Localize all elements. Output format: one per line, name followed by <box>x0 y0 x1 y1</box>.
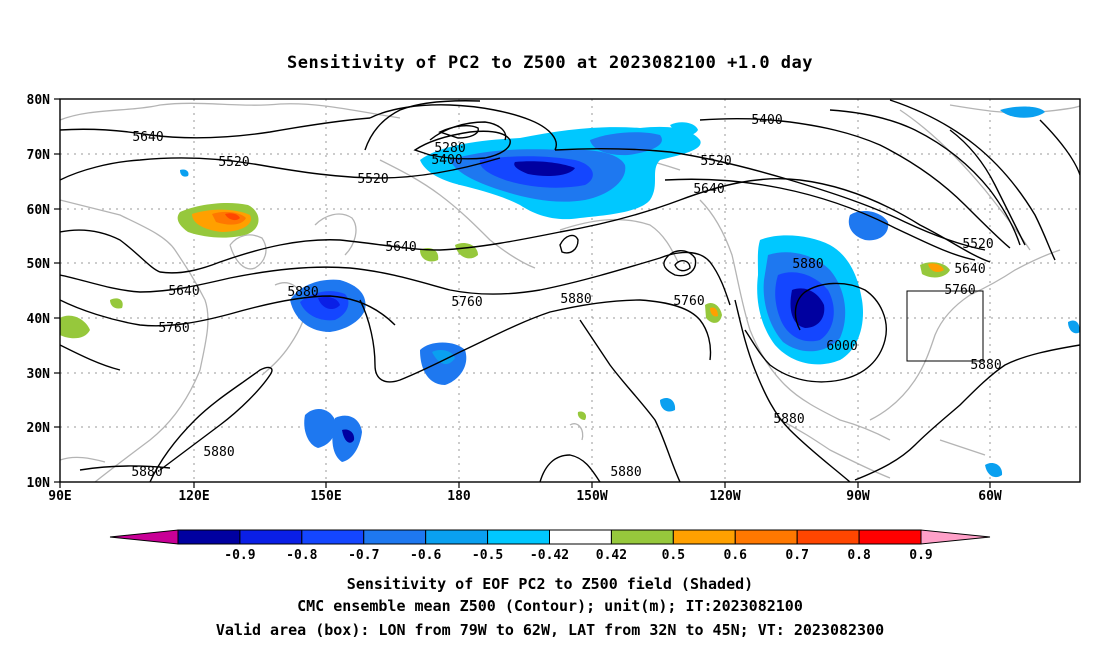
contour-label: 5760 <box>944 283 975 298</box>
colorbar-swatch <box>796 529 860 545</box>
lat-tick: 30N <box>27 367 51 382</box>
lat-tick: 50N <box>27 257 51 272</box>
figure-title: Sensitivity of PC2 to Z500 at 2023082100… <box>287 53 813 73</box>
contour-label: 5880 <box>203 445 234 460</box>
contour-label: 5400 <box>751 113 782 128</box>
colorbar-label: -0.8 <box>286 548 317 563</box>
lat-tick: 80N <box>27 93 51 108</box>
colorbar-label: -0.5 <box>472 548 503 563</box>
lon-tick: 60W <box>978 489 1002 504</box>
colorbar-swatch <box>363 529 427 545</box>
colorbar: -0.9 -0.8 -0.7 -0.6 -0.5 -0.42 0.42 0.5 0.6 0.7 0.… <box>109 529 991 563</box>
colorbar-label: -0.9 <box>224 548 255 563</box>
colorbar-label: -0.6 <box>410 548 441 563</box>
map-frame <box>59 98 1081 483</box>
contour-label: 5880 <box>287 285 318 300</box>
colorbar-low-triangle <box>109 529 179 545</box>
colorbar-swatch <box>610 529 674 545</box>
contour-label: 5520 <box>357 172 388 187</box>
lat-tick-labels: 80N 70N 60N 50N 40N 30N 20N 10N <box>27 93 51 491</box>
lat-tick: 20N <box>27 421 51 436</box>
contour-labels: 5640552055205280540054005520564056405640… <box>131 113 1001 480</box>
lat-tick: 70N <box>27 148 51 163</box>
colorbar-label: 0.5 <box>662 548 685 563</box>
lon-tick: 120E <box>178 489 209 504</box>
colorbar-swatch <box>239 529 303 545</box>
contour-label: 5520 <box>218 155 249 170</box>
contour-label: 5880 <box>131 465 162 480</box>
contour-label: 5400 <box>431 153 462 168</box>
contour-label: 5640 <box>132 130 163 145</box>
contour-label: 5280 <box>434 141 465 156</box>
contour-label: 5640 <box>385 240 416 255</box>
lat-tick: 40N <box>27 312 51 327</box>
contour-label: 5880 <box>792 257 823 272</box>
lon-tick: 120W <box>709 489 740 504</box>
contour-label: 5640 <box>168 284 199 299</box>
lon-tick: 150E <box>310 489 341 504</box>
lat-tick: 10N <box>27 476 51 491</box>
contour-label: 5640 <box>693 182 724 197</box>
colorbar-swatch <box>549 529 612 545</box>
colorbar-high-triangle <box>920 529 991 545</box>
colorbar-swatch <box>487 529 551 545</box>
colorbar-swatch <box>177 529 241 545</box>
contour-label: 6000 <box>826 339 857 354</box>
colorbar-label: 0.42 <box>596 548 627 563</box>
contour-label: 5640 <box>954 262 985 277</box>
colorbar-label: 0.9 <box>909 548 932 563</box>
lon-tick: 150W <box>576 489 607 504</box>
colorbar-swatch <box>301 529 365 545</box>
colorbar-swatch <box>858 529 922 545</box>
contour-label: 5520 <box>700 154 731 169</box>
contour-label: 5880 <box>773 412 804 427</box>
colorbar-label: 0.7 <box>785 548 808 563</box>
contour-label: 5760 <box>673 294 704 309</box>
colorbar-label: 0.6 <box>724 548 748 563</box>
sensitivity-shading <box>60 106 1080 478</box>
caption-line: Sensitivity of EOF PC2 to Z500 field (Sh… <box>347 575 753 593</box>
colorbar-swatch <box>425 529 489 545</box>
contour-label: 5880 <box>560 292 591 307</box>
contour-label: 5880 <box>610 465 641 480</box>
caption-line: CMC ensemble mean Z500 (Contour); unit(m… <box>297 597 803 615</box>
map-area: 5640552055205280540054005520564056405640… <box>60 99 1080 482</box>
colorbar-label: -0.7 <box>348 548 379 563</box>
colorbar-swatch <box>672 529 736 545</box>
z500-contours <box>60 99 1080 482</box>
contour-label: 5760 <box>158 321 189 336</box>
contour-label: 5760 <box>451 295 482 310</box>
lon-tick: 90E <box>48 489 71 504</box>
colorbar-swatch <box>734 529 798 545</box>
axis-ticks <box>54 98 991 488</box>
lon-tick: 180 <box>447 489 471 504</box>
caption-line: Valid area (box): LON from 79W to 62W, L… <box>216 621 884 639</box>
valid-area-box <box>906 290 984 362</box>
contour-label: 5520 <box>962 237 993 252</box>
colorbar-label: 0.8 <box>847 548 871 563</box>
colorbar-label: -0.42 <box>530 548 569 563</box>
lat-tick: 60N <box>27 203 51 218</box>
contour-label: 5880 <box>970 358 1001 373</box>
caption: Sensitivity of EOF PC2 to Z500 field (Sh… <box>216 575 884 639</box>
lon-tick: 90W <box>846 489 870 504</box>
lon-tick-labels: 90E 120E 150E 180 150W 120W 90W 60W <box>48 489 1002 504</box>
